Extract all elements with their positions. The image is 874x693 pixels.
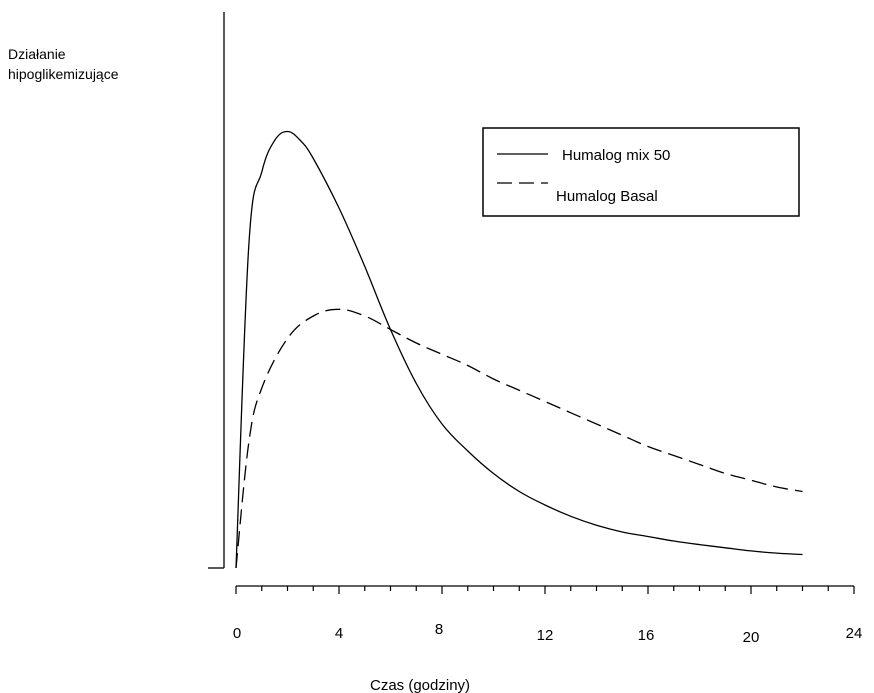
x-tick-label: 4 (335, 625, 343, 642)
x-axis-label: Czas (godziny) (370, 677, 470, 693)
axes (208, 12, 854, 587)
x-tick-label: 20 (743, 629, 760, 646)
y-axis-label-line-2: hipoglikemizujące (8, 66, 119, 82)
legend-label-humalog-basal: Humalog Basal (556, 188, 658, 205)
series-line-humalog-basal (235, 308, 803, 569)
series-line-humalog-mix-50 (235, 130, 803, 569)
x-tick-label: 12 (537, 627, 554, 644)
x-tick-label: 0 (233, 625, 241, 642)
x-axis-ticks: 0 4 8 12 16 20 24 (233, 586, 863, 646)
series-lines (235, 130, 803, 569)
legend-box (482, 127, 800, 217)
x-tick-label: 8 (435, 621, 443, 638)
legend-label-humalog-mix-50: Humalog mix 50 (562, 147, 670, 164)
x-tick-label: 16 (638, 627, 655, 644)
legend: Humalog mix 50 Humalog Basal (482, 127, 800, 217)
y-axis-label: Działanie hipoglikemizujące (8, 44, 119, 84)
x-tick-label: 24 (846, 625, 863, 642)
y-axis-label-line-1: Działanie (8, 46, 66, 62)
